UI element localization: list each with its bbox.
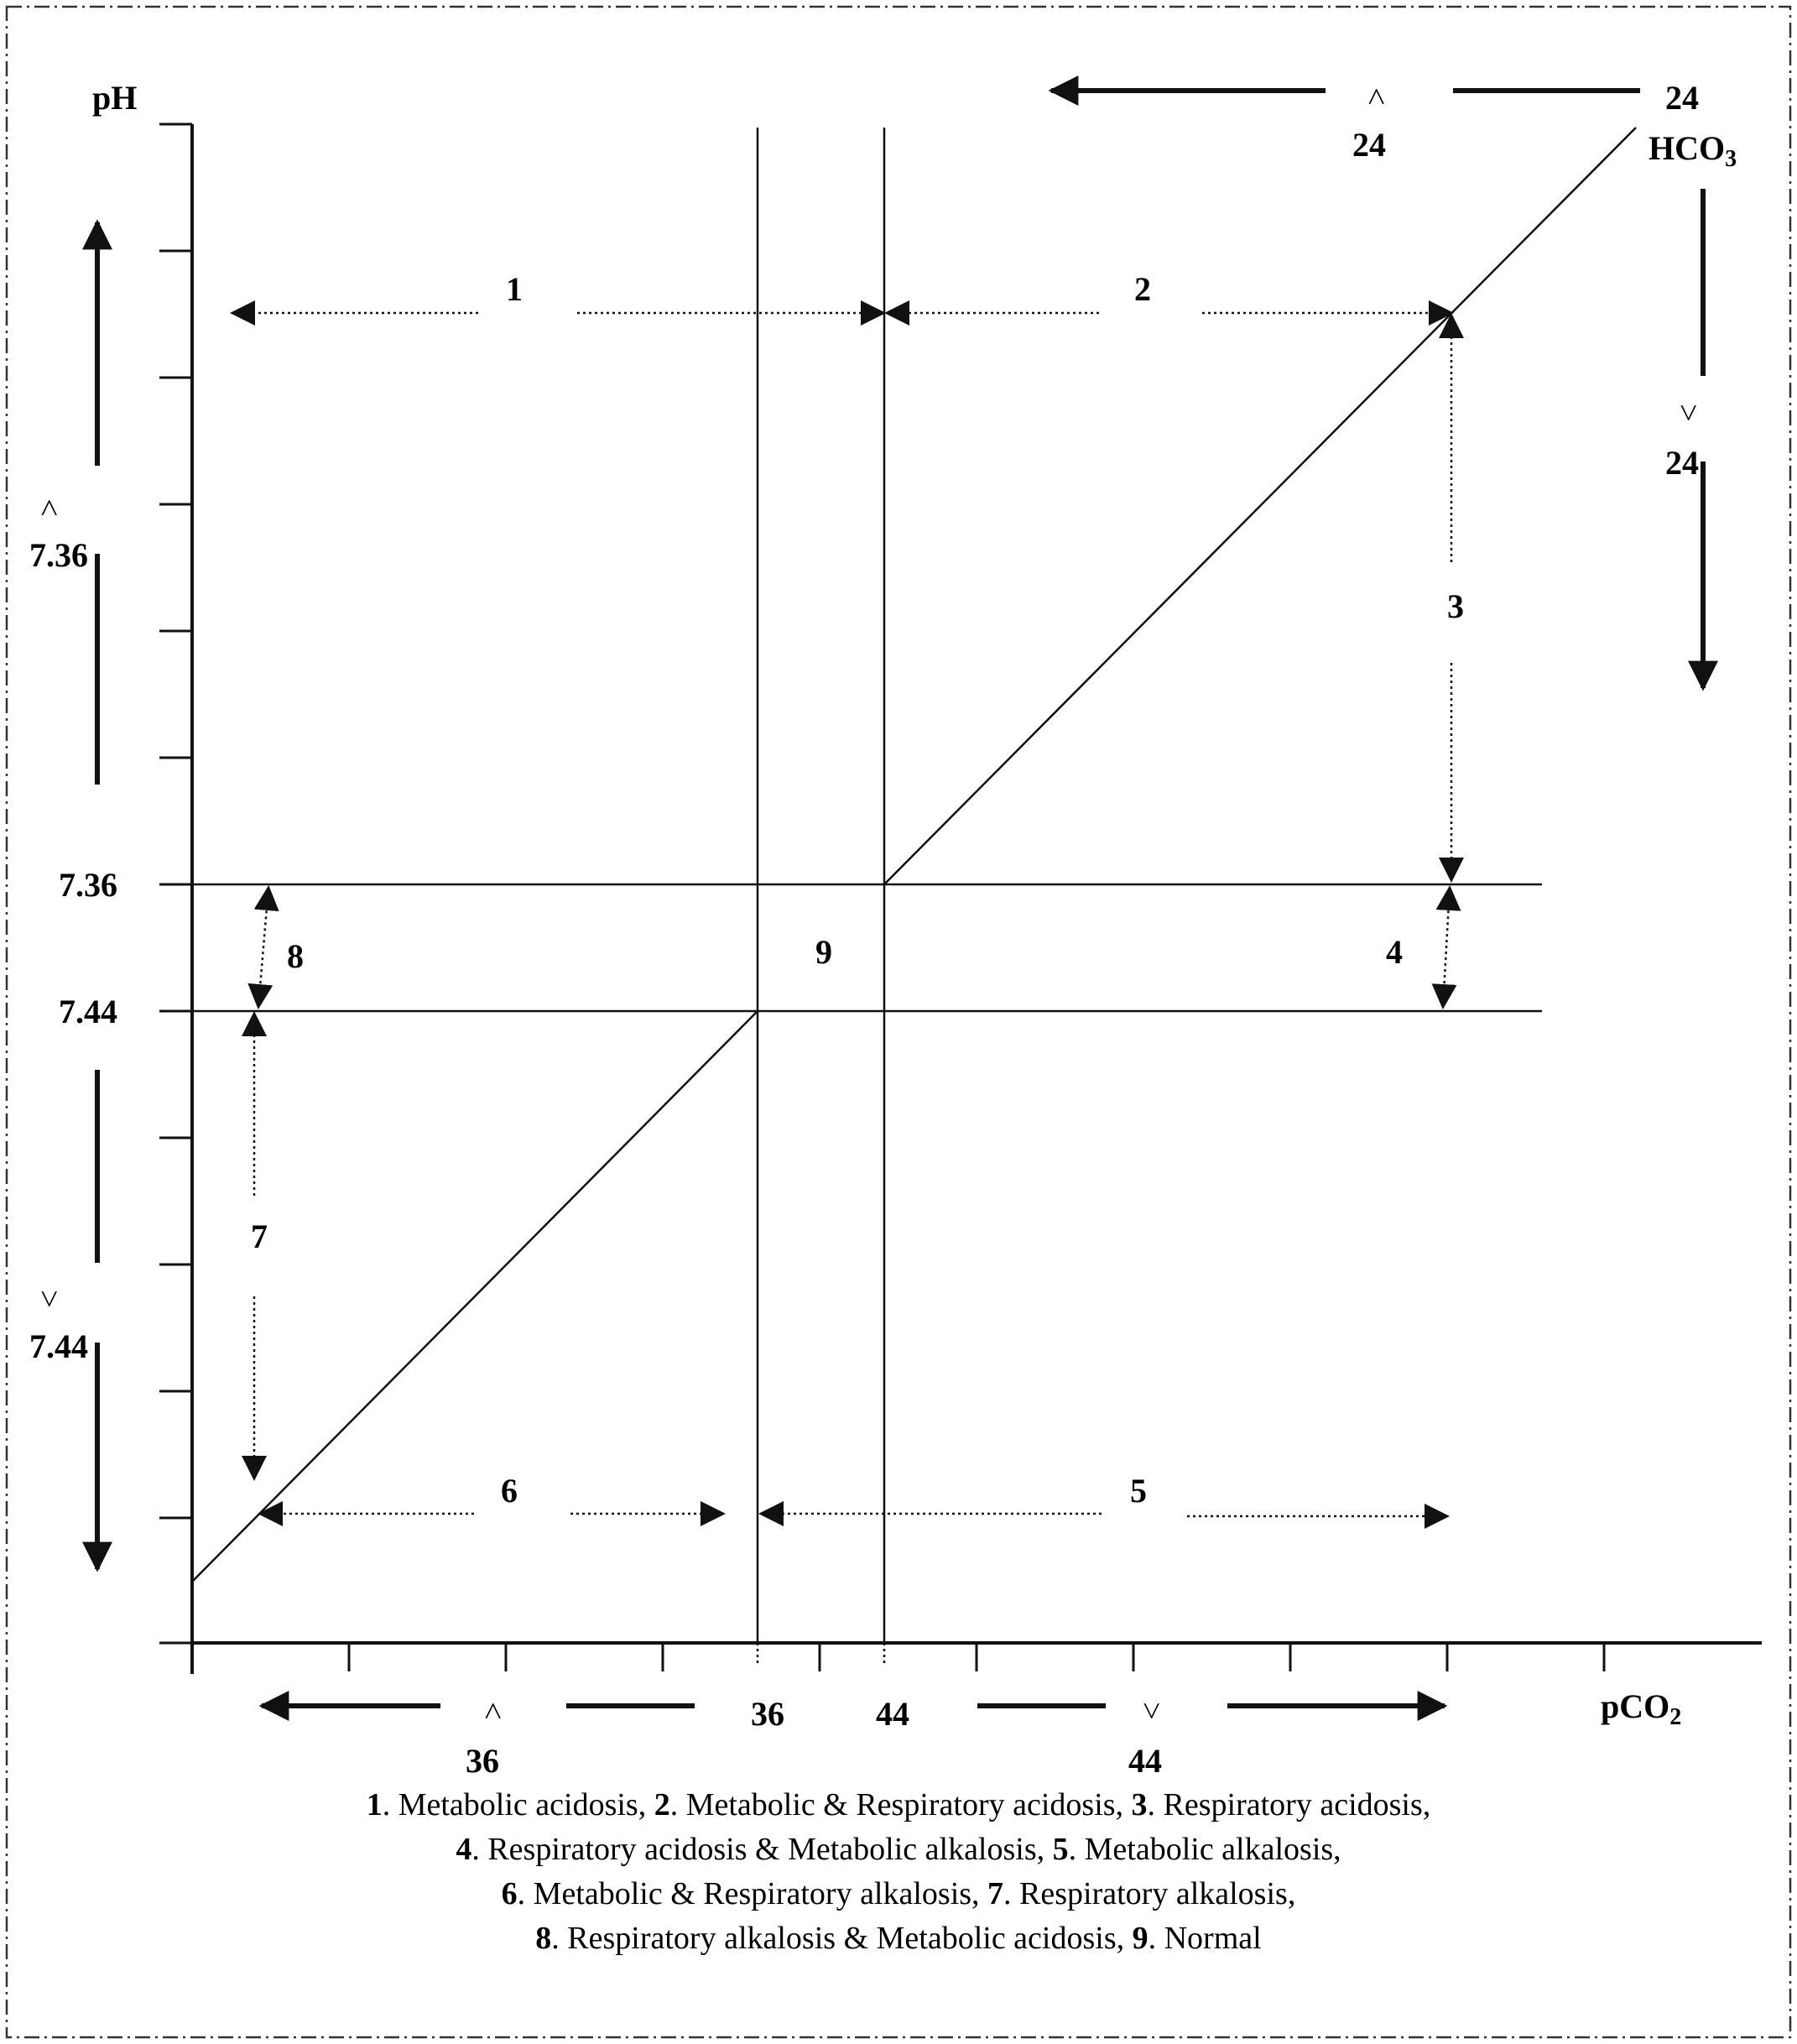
region-7-label: 7 [251,1218,268,1255]
solid-arrows [82,76,1718,1721]
ph-alk-value: 7.44 [29,1327,88,1365]
region-1-label: 1 [506,270,523,308]
ph-acid-value: 7.36 [29,536,88,574]
legend-line-4: 8. Respiratory alkalosis & Metabolic aci… [535,1921,1261,1956]
region-numbers: 1 2 3 4 5 6 7 8 9 [251,270,1464,1510]
region-5-label: 5 [1130,1472,1147,1510]
region-9-label: 9 [815,933,832,971]
hco3-low-sign: < [1358,87,1393,105]
pco2-low-sign: < [475,1702,510,1719]
outer-border [5,5,1792,2039]
dotted-arrows [230,300,1464,1529]
ph-7-44-label: 7.44 [59,993,117,1030]
x-axis-label: pCO2 [1601,1687,1681,1730]
pco2-44-label: 44 [876,1695,909,1733]
hco3-high-value: 24 [1665,444,1699,482]
diagonal-upper [883,127,1637,885]
legend-line-2: 4. Respiratory acidosis & Metabolic alka… [456,1832,1341,1867]
hco3-high-sign: > [1670,404,1706,421]
arrow-region-4 [1431,885,1461,1009]
legend-line-3: 6. Metabolic & Respiratory alkalosis, 7.… [502,1876,1296,1911]
y-ticks [159,123,192,1645]
region-8-label: 8 [287,937,304,975]
ph-acid-sign: < [31,498,66,516]
region-4-label: 4 [1386,933,1403,971]
hco3-low-value: 24 [1352,126,1386,164]
pco2-low-value: 36 [466,1742,499,1780]
region-2-label: 2 [1134,270,1151,308]
region-3-label: 3 [1447,587,1464,625]
hco3-axis-label: HCO3 [1649,129,1737,172]
legend-line-1: 1. Metabolic acidosis, 2. Metabolic & Re… [367,1787,1431,1822]
axes [190,124,1762,1674]
legend: 1. Metabolic acidosis, 2. Metabolic & Re… [367,1787,1431,1956]
ph-7-36-label: 7.36 [59,866,117,904]
region-6-label: 6 [501,1472,518,1510]
y-axis-label: pH [92,79,137,117]
hco3-value-label: 24 [1665,79,1699,117]
pco2-high-value: 44 [1128,1742,1162,1780]
x-ticks [190,1643,1606,1671]
pco2-36-label: 36 [751,1695,784,1733]
ph-alk-sign: > [31,1290,66,1307]
pco2-high-sign: > [1133,1702,1169,1719]
reference-lines [191,127,1637,1666]
diagonal-lower [191,1010,758,1583]
arrow-region-8 [247,885,279,1009]
